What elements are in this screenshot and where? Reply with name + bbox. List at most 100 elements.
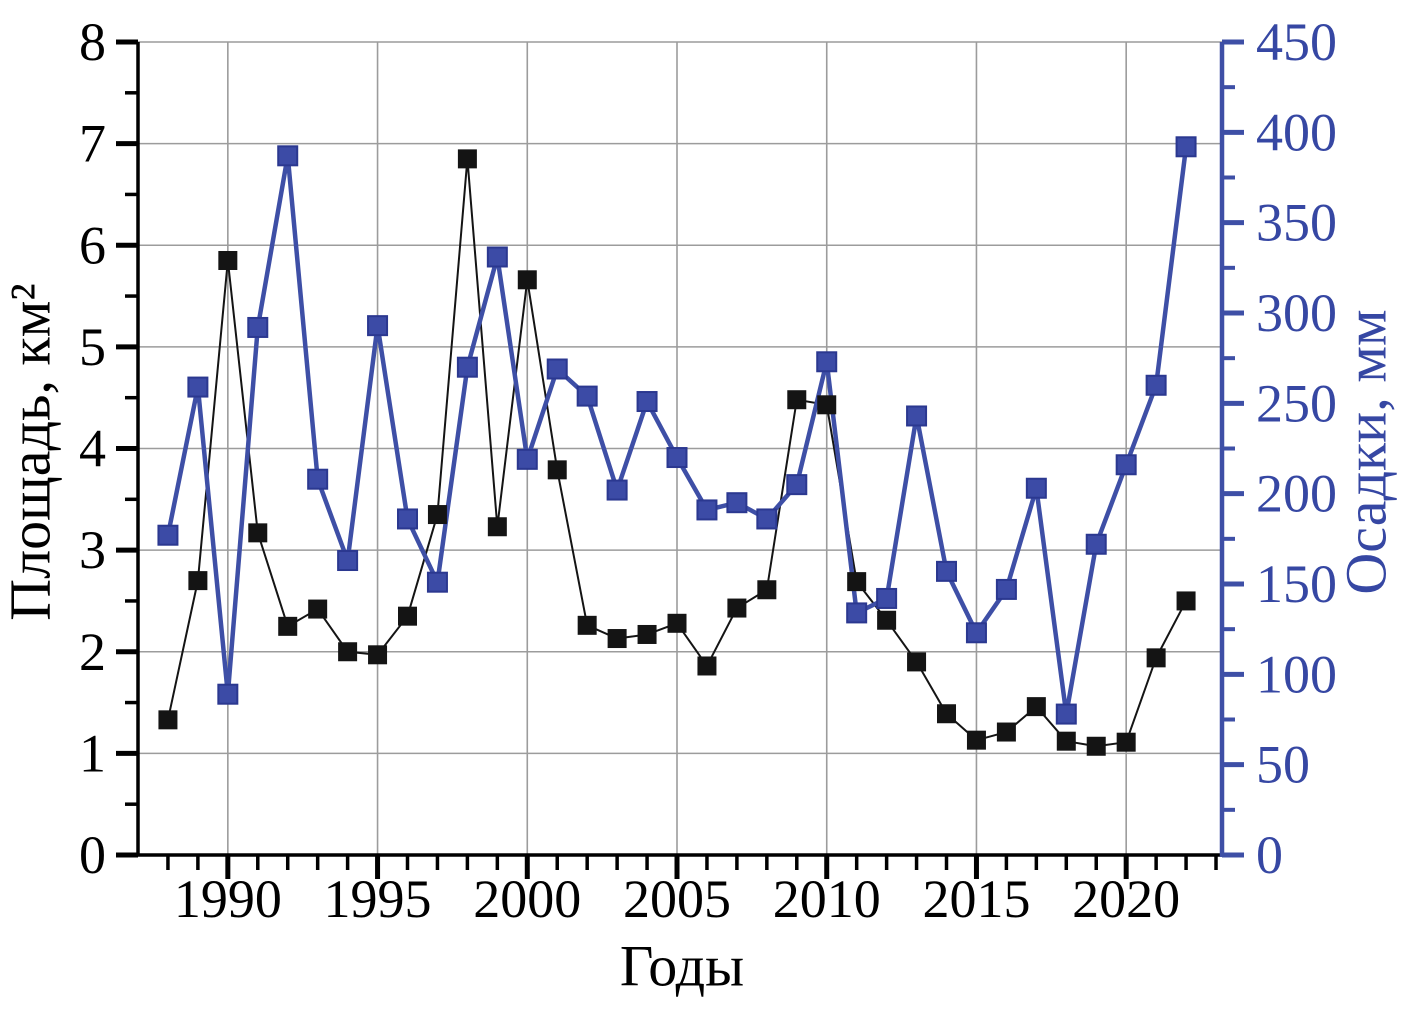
series-precip-marker: [965, 622, 987, 644]
series-precip-marker: [426, 571, 448, 593]
series-area-marker: [308, 599, 328, 619]
y-axis-title-left: Площадь, км²: [0, 283, 63, 621]
series-precip-marker: [936, 560, 958, 582]
series-area-marker: [218, 250, 238, 270]
series-precip-marker: [906, 405, 928, 427]
series-area-marker: [368, 645, 388, 665]
series-precip-marker: [397, 508, 419, 530]
series-precip-marker: [816, 351, 838, 373]
x-tick-label: 2010: [773, 869, 881, 929]
y-tick-label-left: 6: [79, 215, 106, 275]
y-tick-label-left: 1: [79, 723, 106, 783]
y-tick-label-right: 50: [1256, 735, 1310, 795]
series-precip-marker: [516, 448, 538, 470]
series-area-marker: [248, 523, 268, 543]
y-axis-title-right: Осадки, мм: [1333, 309, 1399, 595]
series-precip-marker: [606, 479, 628, 501]
series-precip-marker: [277, 145, 299, 167]
y-tick-label-left: 8: [79, 12, 106, 72]
series-precip-marker: [307, 468, 329, 490]
series-precip-marker: [367, 315, 389, 337]
series-area-marker: [1176, 591, 1196, 611]
x-tick-label: 2015: [922, 869, 1030, 929]
series-area-marker: [427, 505, 447, 525]
series-precip-marker: [726, 492, 748, 514]
series-area-marker: [158, 710, 178, 730]
series-precip-marker: [1175, 136, 1197, 158]
y-tick-label-left: 5: [79, 317, 106, 377]
y-tick-label-right: 100: [1256, 644, 1337, 704]
series-area-marker: [398, 606, 418, 626]
series-precip-marker: [786, 474, 808, 496]
x-axis-title: Годы: [619, 933, 745, 999]
series-area-marker: [877, 610, 897, 630]
series-area-marker: [907, 652, 927, 672]
series-precip-marker: [247, 316, 269, 338]
y-tick-label-right: 150: [1256, 554, 1337, 614]
series-precip-marker: [876, 587, 898, 609]
series-precip-marker: [995, 578, 1017, 600]
series-area-marker: [457, 149, 477, 169]
series-precip-marker: [486, 246, 508, 268]
series-area-marker: [637, 624, 657, 644]
series-precip-marker: [696, 499, 718, 521]
series-area-marker: [727, 598, 747, 618]
series-area-marker: [757, 580, 777, 600]
x-tick-label: 1995: [324, 869, 432, 929]
series-precip-marker: [187, 376, 209, 398]
series-precip-marker: [846, 602, 868, 624]
y-tick-label-left: 2: [79, 622, 106, 682]
y-tick-label-right: 400: [1256, 102, 1337, 162]
y-tick-label-right: 200: [1256, 464, 1337, 524]
y-tick-label-right: 350: [1256, 193, 1337, 253]
series-area-marker: [1086, 736, 1106, 756]
series-area-marker: [667, 613, 687, 633]
series-precip-marker: [157, 524, 179, 546]
series-precip-marker: [217, 683, 239, 705]
series-area-marker: [1026, 697, 1046, 717]
series-area-marker: [577, 615, 597, 635]
y-tick-label-right: 0: [1256, 825, 1283, 885]
series-precip-marker: [636, 391, 658, 413]
series-area-marker: [996, 722, 1016, 742]
series-area-marker: [1056, 731, 1076, 751]
series-area-marker: [697, 656, 717, 676]
series-precip-marker: [1085, 533, 1107, 555]
series-area-marker: [787, 390, 807, 410]
x-tick-label: 1990: [174, 869, 282, 929]
series-precip-marker: [1145, 374, 1167, 396]
series-precip-marker: [1115, 454, 1137, 476]
series-area-marker: [278, 616, 298, 636]
series-area-marker: [817, 395, 837, 415]
series-precip-marker: [756, 508, 778, 530]
series-precip-marker: [337, 550, 359, 572]
series-area-marker: [547, 460, 567, 480]
series-area-marker: [937, 704, 957, 724]
y-tick-label-right: 300: [1256, 283, 1337, 343]
series-precip-marker: [1025, 477, 1047, 499]
y-tick-label-left: 3: [79, 520, 106, 580]
y-tick-label-left: 7: [79, 114, 106, 174]
series-area-marker: [966, 730, 986, 750]
y-tick-label-right: 250: [1256, 373, 1337, 433]
series-area-marker: [188, 571, 208, 591]
series-area-marker: [1146, 648, 1166, 668]
series-area-marker: [1116, 732, 1136, 752]
series-area-marker: [847, 572, 867, 592]
y-tick-label-left: 0: [79, 825, 106, 885]
x-tick-label: 2000: [473, 869, 581, 929]
series-area-marker: [338, 642, 358, 662]
x-tick-label: 2005: [623, 869, 731, 929]
series-area-marker: [487, 517, 507, 537]
y-tick-label-right: 450: [1256, 12, 1337, 72]
x-tick-label: 2020: [1072, 869, 1180, 929]
series-precip-marker: [1055, 703, 1077, 725]
series-precip-marker: [546, 358, 568, 380]
series-area-marker: [517, 270, 537, 290]
y-tick-label-left: 4: [79, 419, 106, 479]
series-precip-marker: [576, 385, 598, 407]
series-precip-marker: [666, 447, 688, 469]
series-precip-marker: [456, 356, 478, 378]
